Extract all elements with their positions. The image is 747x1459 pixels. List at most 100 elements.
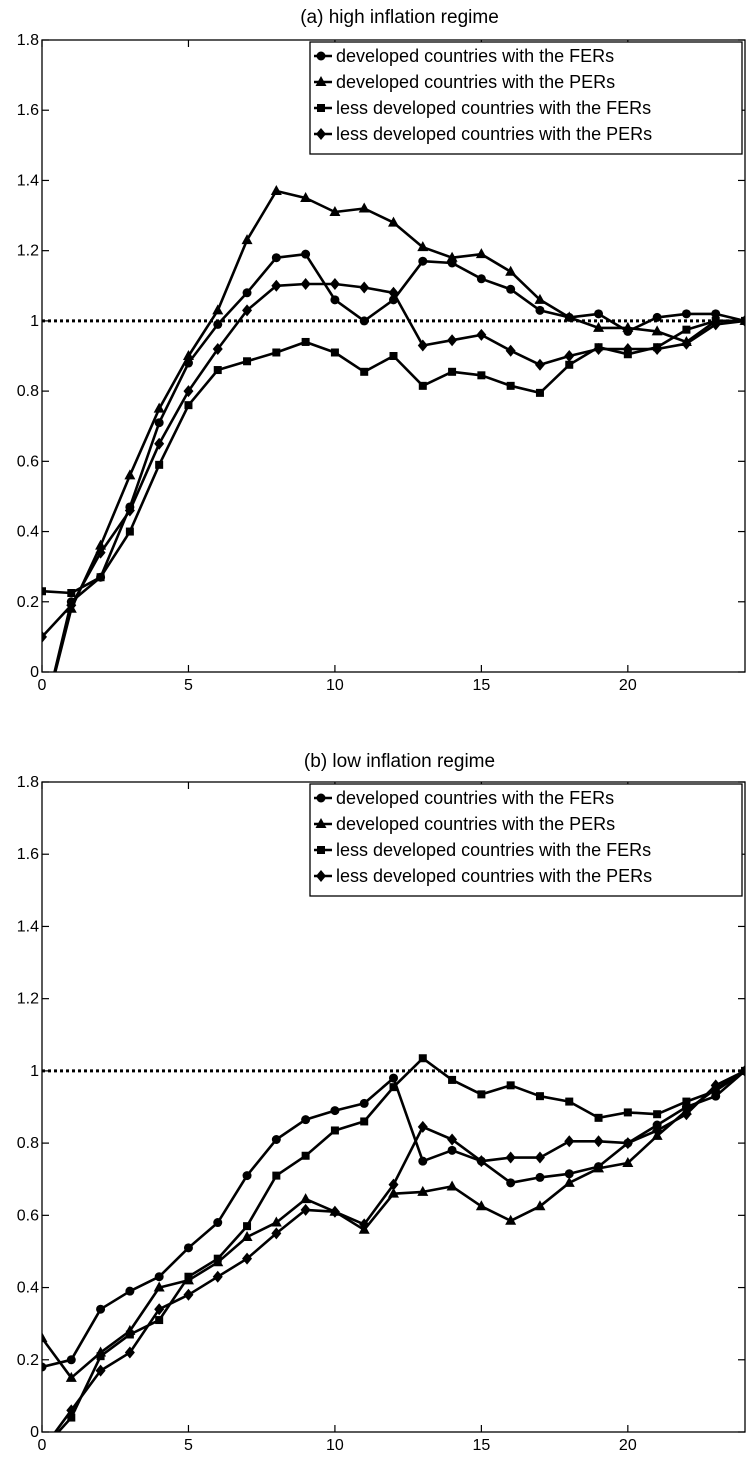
data-point	[711, 309, 721, 319]
data-point	[330, 295, 340, 305]
data-point	[66, 599, 77, 612]
y-tick-label: 1.4	[17, 172, 39, 189]
y-tick-label: 1	[30, 313, 39, 330]
data-point	[184, 401, 193, 410]
data-point	[360, 367, 369, 376]
legend-label: less developed countries with the FERs	[336, 98, 651, 118]
data-point	[593, 321, 605, 332]
data-point	[125, 1330, 134, 1339]
data-point	[184, 1272, 193, 1281]
data-point	[154, 1303, 165, 1316]
data-point	[183, 385, 194, 398]
legend-label: less developed countries with the PERs	[336, 124, 652, 144]
data-point	[534, 1200, 546, 1211]
data-point	[125, 527, 134, 536]
data-point	[242, 288, 252, 298]
data-point	[681, 337, 692, 350]
data-point	[622, 342, 633, 355]
plot-frame	[41, 39, 746, 673]
x-tick-label: 5	[184, 1437, 193, 1454]
data-point	[563, 1176, 575, 1187]
data-point	[42, 630, 47, 643]
data-point	[505, 344, 516, 357]
data-point	[653, 1110, 662, 1119]
data-point	[534, 1151, 545, 1164]
x-tick-label: 20	[619, 677, 637, 694]
data-point	[271, 253, 281, 263]
data-point	[300, 1203, 311, 1216]
data-point	[154, 418, 164, 428]
data-point	[681, 1108, 692, 1121]
data-point	[448, 1075, 457, 1084]
y-tick-label: 1.4	[17, 918, 39, 935]
legend-marker	[315, 818, 327, 828]
data-point	[272, 1171, 281, 1180]
legend-marker	[315, 76, 327, 86]
data-point	[65, 1371, 77, 1382]
data-point	[66, 1404, 77, 1417]
data-point	[183, 1288, 194, 1301]
legend-marker	[317, 846, 325, 854]
data-point	[155, 1316, 164, 1325]
data-point	[153, 1281, 165, 1292]
legend-box	[309, 41, 743, 155]
series-4	[53, 1064, 745, 1432]
y-tick-label: 0.4	[17, 524, 39, 541]
data-point	[418, 381, 427, 390]
data-point	[242, 1171, 252, 1181]
data-point	[564, 1135, 575, 1148]
data-point	[359, 316, 369, 326]
data-point	[329, 1205, 340, 1218]
chart-title: (a) high inflation regime	[300, 7, 499, 28]
legend-marker	[316, 870, 326, 882]
data-point	[388, 286, 399, 299]
data-point	[681, 309, 691, 319]
legend: developed countries with the FERs develop…	[309, 41, 743, 155]
x-tick-label: 15	[472, 1437, 490, 1454]
data-point	[622, 321, 634, 332]
legend-marker	[316, 793, 326, 803]
data-point	[272, 348, 281, 357]
data-point	[300, 192, 312, 202]
legend-item: less developed countries with the PERs	[314, 866, 652, 886]
data-point	[271, 1135, 281, 1144]
data-point	[301, 337, 310, 346]
legend-label: less developed countries with the FERs	[336, 840, 651, 860]
data-point	[418, 1054, 427, 1063]
data-point	[447, 334, 458, 347]
legend-marker	[316, 51, 326, 61]
data-point	[447, 1145, 457, 1155]
data-point	[418, 1156, 428, 1166]
data-point	[301, 249, 311, 259]
data-point	[622, 1156, 634, 1167]
legend-label: developed countries with the FERs	[336, 788, 614, 808]
data-point	[242, 1252, 253, 1265]
data-point	[301, 1151, 310, 1160]
data-point	[301, 1115, 311, 1125]
series-4	[42, 278, 745, 643]
data-point	[270, 1216, 282, 1227]
data-point	[477, 1090, 486, 1099]
data-point	[535, 388, 544, 397]
x-tick-label: 10	[326, 677, 344, 694]
data-point	[212, 342, 223, 355]
data-point	[213, 319, 223, 329]
data-point	[475, 1200, 487, 1211]
plot-area	[42, 1054, 745, 1432]
data-point	[125, 1286, 135, 1296]
data-point	[535, 1172, 545, 1182]
y-tick-label: 1.8	[17, 774, 39, 791]
data-point	[183, 1243, 193, 1253]
chart-title: (b) low inflation regime	[304, 751, 495, 772]
plot-frame	[41, 781, 746, 1433]
legend-marker	[316, 128, 326, 140]
data-point	[389, 352, 398, 360]
data-point	[476, 1155, 487, 1168]
data-point	[505, 265, 517, 276]
y-tick-label: 1.8	[17, 32, 39, 49]
series-line	[56, 1057, 745, 1432]
data-point	[388, 216, 399, 227]
series-2	[53, 184, 745, 672]
data-point	[652, 312, 662, 322]
